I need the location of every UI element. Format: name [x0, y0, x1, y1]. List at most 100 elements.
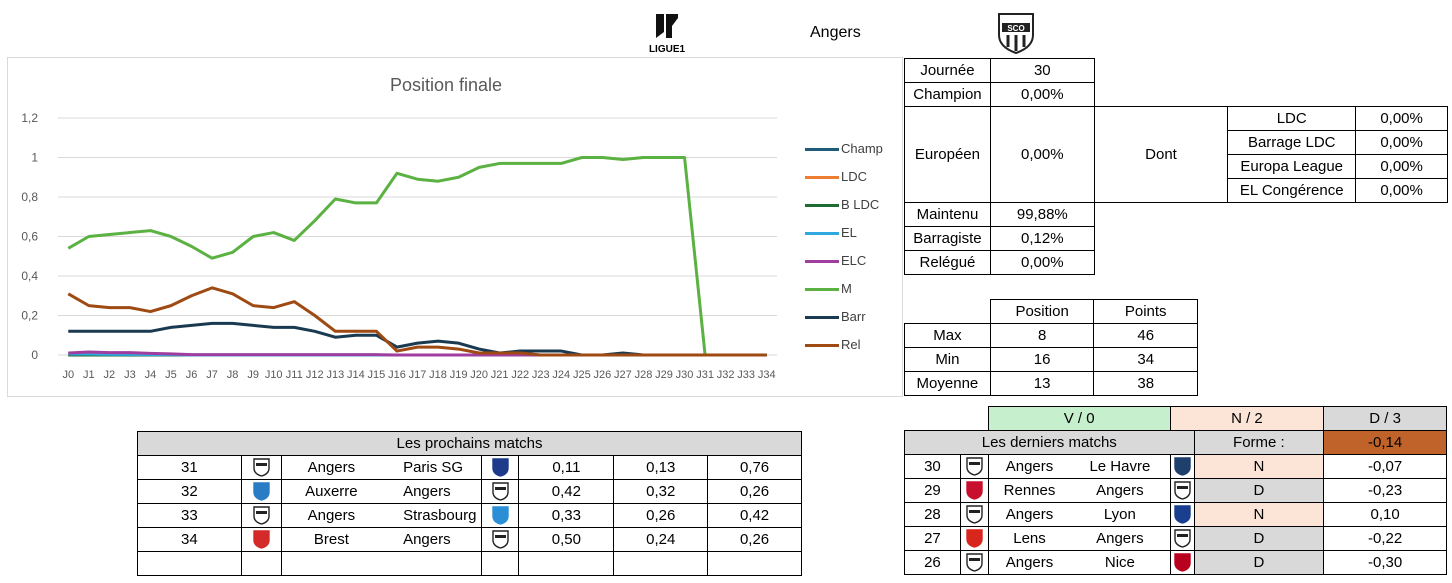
away-crest	[480, 455, 520, 480]
summary-wins: V / 0	[987, 406, 1171, 431]
x-tick-label: J34	[758, 369, 776, 381]
legend-swatch	[805, 148, 839, 152]
next-matches-table: Les prochains matchs 31 Angers Paris SG …	[137, 431, 802, 576]
range-position: 13	[989, 371, 1095, 396]
x-tick-label: J7	[206, 369, 218, 381]
europeen-label: Européen	[904, 106, 991, 203]
match-day: 27	[904, 526, 961, 551]
x-tick-label: J0	[62, 369, 74, 381]
y-tick-label: 0,2	[21, 309, 38, 323]
match-day: 26	[904, 550, 961, 575]
x-tick-label: J21	[491, 369, 509, 381]
range-position: 8	[989, 323, 1095, 348]
legend-label: Champ	[841, 141, 883, 156]
y-tick-label: 0,4	[21, 269, 38, 283]
angers-crest-icon	[966, 553, 983, 572]
x-tick-label: J18	[429, 369, 447, 381]
match-result: N	[1193, 454, 1325, 479]
champion-value: 0,00%	[989, 82, 1095, 107]
dont-label: Dont	[1093, 106, 1229, 203]
range-header-points: Points	[1093, 299, 1198, 324]
legend-item: Barr	[805, 309, 866, 324]
legend-item: EL	[805, 225, 857, 240]
chart-svg: 0 0,2 0,4 0,6 0,8 1 1,2 J0 J1 J2 J3 J4 J5 J6 J7 J8 J9 J10…	[21, 111, 777, 381]
home-crest	[959, 526, 989, 551]
prob-draw: 0,32	[613, 479, 709, 504]
legend-swatch	[805, 288, 839, 292]
x-tick-label: J8	[227, 369, 239, 381]
table-row: 34 Brest Angers 0,50 0,24 0,26	[137, 527, 802, 552]
y-tick-label: 0,6	[21, 230, 38, 244]
x-tick-label: J16	[388, 369, 406, 381]
prob-draw: 0,13	[613, 455, 709, 480]
maintenu-label: Maintenu	[904, 202, 991, 227]
legend-item: M	[805, 281, 852, 296]
x-tick-label: J14	[347, 369, 365, 381]
away-crest	[1169, 478, 1195, 503]
table-row: 30 Angers Le Havre N -0,07	[904, 454, 1447, 479]
maintenu-value: 99,88%	[989, 202, 1095, 227]
match-result: D	[1193, 478, 1325, 503]
x-tick-label: J25	[573, 369, 591, 381]
away-team: Paris SG	[381, 455, 482, 480]
position-chart: 0 0,2 0,4 0,6 0,8 1 1,2 J0 J1 J2 J3 J4 J5 J6 J7 J8 J9 J10…	[7, 57, 903, 397]
legend-swatch	[805, 176, 839, 180]
range-label: Moyenne	[904, 371, 991, 396]
range-header-position: Position	[989, 299, 1095, 324]
brest-crest-icon	[253, 530, 270, 549]
last-matches-title: Les derniers matchs	[904, 430, 1195, 455]
x-tick-label: J20	[470, 369, 488, 381]
next-matches-body: 31 Angers Paris SG 0,11 0,13 0,76 32 Auxe…	[137, 455, 802, 552]
home-crest	[240, 503, 282, 528]
range-label: Min	[904, 347, 991, 372]
away-crest	[480, 503, 520, 528]
away-team: Nice	[1070, 550, 1171, 575]
away-team: Angers	[381, 527, 482, 552]
legend-label: EL	[841, 225, 857, 240]
legend-item: ELC	[805, 253, 866, 268]
legend-label: LDC	[841, 169, 868, 184]
range-points: 34	[1093, 347, 1198, 372]
away-team: Angers	[381, 479, 482, 504]
x-tick-label: J33	[737, 369, 755, 381]
match-score: -0,23	[1323, 478, 1447, 503]
x-tick-label: J31	[696, 369, 714, 381]
prob-away: 0,76	[707, 455, 802, 480]
legend-item: Rel	[805, 337, 861, 352]
match-result: D	[1193, 526, 1325, 551]
range-points: 46	[1093, 323, 1198, 348]
legend-label: Barr	[841, 309, 866, 324]
away-crest	[1169, 454, 1195, 479]
legend-swatch	[805, 232, 839, 236]
home-team: Angers	[987, 454, 1071, 479]
away-crest	[1169, 550, 1195, 575]
ligue1-logo: LIGUE1	[646, 12, 688, 56]
x-tick-label: J24	[552, 369, 570, 381]
prob-home: 0,33	[518, 503, 615, 528]
home-team: Rennes	[987, 478, 1071, 503]
legend-swatch	[805, 204, 839, 208]
prob-away: 0,26	[707, 479, 802, 504]
prob-home: 0,42	[518, 479, 615, 504]
relegue-label: Relégué	[904, 250, 991, 275]
prob-away: 0,42	[707, 503, 802, 528]
sub-label: Europa League	[1227, 154, 1357, 179]
match-day: 29	[904, 478, 961, 503]
x-tick-label: J9	[247, 369, 259, 381]
table-row: 27 Lens Angers D -0,22	[904, 526, 1447, 551]
x-tick-label: J15	[368, 369, 386, 381]
match-result: N	[1193, 502, 1325, 527]
home-team: Angers	[280, 503, 382, 528]
y-tick-label: 1,2	[21, 111, 38, 125]
x-tick-label: J26	[594, 369, 612, 381]
home-team: Angers	[280, 455, 382, 480]
angers-crest-icon	[1173, 529, 1191, 548]
table-row: 28 Angers Lyon N 0,10	[904, 502, 1447, 527]
away-team: Le Havre	[1070, 454, 1171, 479]
legend-item: B LDC	[805, 197, 879, 212]
table-row: 26 Angers Nice D -0,30	[904, 550, 1447, 575]
legend-swatch	[805, 260, 839, 264]
champion-label: Champion	[904, 82, 991, 107]
x-tick-label: J32	[717, 369, 735, 381]
x-tick-label: J23	[532, 369, 550, 381]
